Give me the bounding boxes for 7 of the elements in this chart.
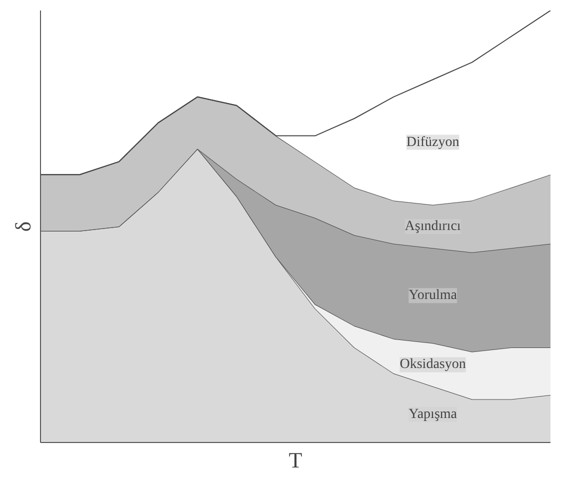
y-axis-title: δ <box>10 221 36 232</box>
series-label: Oksidasyon <box>400 357 466 372</box>
series-label: Aşındırıcı <box>404 219 461 234</box>
series-label: Yapışma <box>408 406 458 422</box>
x-axis-title: T <box>288 448 303 472</box>
series-label: Difüzyon <box>406 134 460 150</box>
series-label: Yorulma <box>408 288 458 304</box>
